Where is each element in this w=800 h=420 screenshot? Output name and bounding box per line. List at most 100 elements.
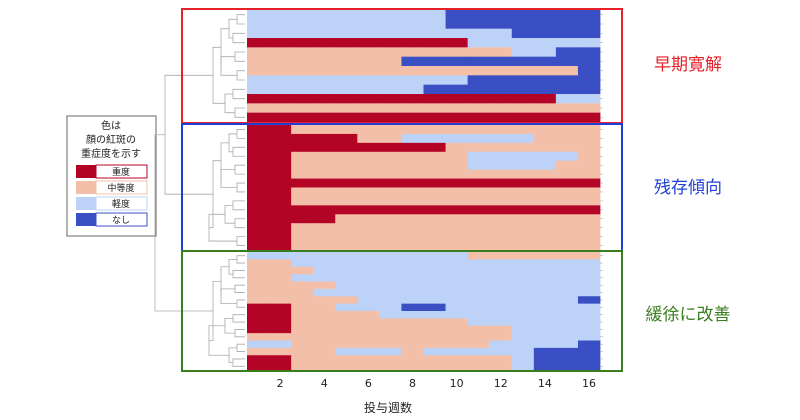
heatmap-cell xyxy=(577,28,601,39)
heatmap-cell xyxy=(335,232,358,242)
heatmap-cell xyxy=(269,47,292,58)
heatmap-cell xyxy=(423,259,446,268)
heatmap-cell xyxy=(533,281,557,290)
heatmap-cell xyxy=(533,325,557,334)
heatmap-cell xyxy=(577,10,601,20)
heatmap-cell xyxy=(511,205,535,215)
heatmap-cell xyxy=(445,333,469,341)
heatmap-cell xyxy=(401,112,424,123)
heatmap-cell xyxy=(291,151,314,162)
heatmap-cell xyxy=(511,19,535,30)
heatmap-cell xyxy=(423,84,446,95)
heatmap-cell xyxy=(401,362,424,371)
heatmap-cell xyxy=(533,94,557,104)
heatmap-cell xyxy=(533,241,557,251)
heatmap-cell xyxy=(489,75,513,86)
heatmap-cell xyxy=(247,232,270,242)
heatmap-cell xyxy=(247,318,270,327)
heatmap-cell xyxy=(401,296,424,305)
heatmap-cell xyxy=(269,288,292,297)
dendrogram-branch xyxy=(232,270,245,279)
heatmap-cell xyxy=(291,281,314,290)
heatmap-cell xyxy=(489,112,513,123)
dendrogram-branch xyxy=(236,129,245,139)
heatmap-cell xyxy=(577,347,601,356)
heatmap-cell xyxy=(555,56,579,67)
heatmap-cell xyxy=(423,19,446,30)
dendrogram-branch xyxy=(224,317,235,334)
heatmap-cell xyxy=(291,266,314,275)
heatmap-cell xyxy=(577,274,601,282)
heatmap-cell xyxy=(467,75,491,86)
heatmap-cell xyxy=(335,103,358,114)
heatmap-cell xyxy=(511,318,535,327)
heatmap-cell xyxy=(379,178,402,188)
heatmap-cell xyxy=(555,112,579,123)
heatmap-cell xyxy=(357,142,380,153)
heatmap-cell xyxy=(577,112,601,123)
heatmap-cell xyxy=(401,355,424,364)
heatmap-cell xyxy=(269,281,292,290)
heatmap-cell xyxy=(401,196,424,206)
heatmap-cell xyxy=(313,259,336,268)
heatmap-cell xyxy=(555,311,579,319)
heatmap-cell xyxy=(423,94,446,104)
heatmap-cell xyxy=(291,112,314,123)
dendrogram-branch xyxy=(224,93,235,114)
heatmap-cell xyxy=(555,340,579,349)
heatmap-cell xyxy=(489,259,513,268)
heatmap-cell xyxy=(489,169,513,179)
heatmap-cell xyxy=(357,355,380,364)
heatmap-cell xyxy=(269,160,292,171)
heatmap-cell xyxy=(379,66,402,76)
x-tick-label: 16 xyxy=(582,377,596,390)
dendrogram-branch xyxy=(234,329,245,338)
heatmap-cell xyxy=(555,103,579,114)
heatmap-cell xyxy=(269,266,292,275)
heatmap-cell xyxy=(357,112,380,123)
heatmap-cell xyxy=(489,288,513,297)
heatmap-cell xyxy=(357,169,380,179)
heatmap-cell xyxy=(379,103,402,114)
heatmap-cell xyxy=(511,47,535,58)
heatmap-cell xyxy=(467,10,491,20)
heatmap-cell xyxy=(467,19,491,30)
x-tick-label: 14 xyxy=(538,377,552,390)
heatmap-cell xyxy=(511,311,535,319)
heatmap-cell xyxy=(313,241,336,251)
heatmap-cell xyxy=(379,94,402,104)
heatmap-cell xyxy=(533,214,557,224)
heatmap-cell xyxy=(291,296,314,305)
heatmap-cell xyxy=(357,84,380,95)
heatmap-cell xyxy=(247,325,270,334)
heatmap-cell xyxy=(423,160,446,171)
heatmap-cell xyxy=(445,355,469,364)
heatmap-cell xyxy=(379,347,402,356)
heatmap-cell xyxy=(467,66,491,76)
heatmap-cell xyxy=(313,205,336,215)
heatmap-cell xyxy=(313,274,336,282)
heatmap-cell xyxy=(357,362,380,371)
heatmap-cell xyxy=(247,362,270,371)
heatmap-cell xyxy=(489,94,513,104)
heatmap-cell xyxy=(247,10,270,20)
heatmap-cell xyxy=(379,169,402,179)
heatmap-cell xyxy=(445,94,469,104)
heatmap-cell xyxy=(335,187,358,197)
heatmap-cell xyxy=(555,362,579,371)
heatmap-cell xyxy=(467,362,491,371)
heatmap-cell xyxy=(445,56,469,67)
heatmap-cell xyxy=(423,47,446,58)
heatmap-cell xyxy=(401,19,424,30)
heatmap-cell xyxy=(467,214,491,224)
heatmap-cell xyxy=(379,232,402,242)
heatmap-cell xyxy=(555,232,579,242)
heatmap-cell xyxy=(269,112,292,123)
heatmap-cell xyxy=(511,347,535,356)
heatmap-cell xyxy=(511,340,535,349)
heatmap-cell xyxy=(379,196,402,206)
heatmap-cell xyxy=(555,288,579,297)
heatmap-cell xyxy=(401,281,424,290)
heatmap-cell xyxy=(577,266,601,275)
heatmap-cell xyxy=(291,196,314,206)
